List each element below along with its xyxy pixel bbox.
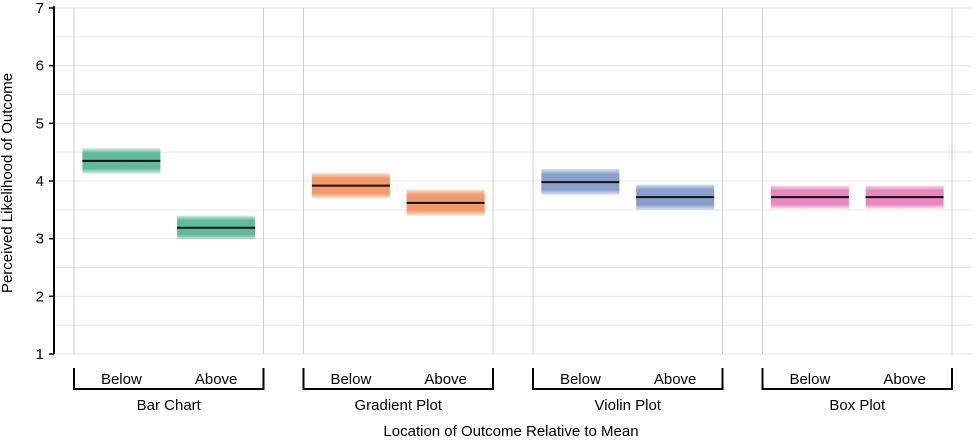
x-tick-label: Above — [424, 371, 467, 388]
axis-layer: 1 2 3 4 5 6 7 — [36, 0, 55, 363]
y-tick-label: 3 — [36, 231, 44, 248]
x-tick-label: Below — [101, 371, 142, 388]
group-label: Gradient Plot — [354, 397, 442, 414]
group-label: Box Plot — [829, 397, 886, 414]
x-tick-label: Below — [330, 371, 371, 388]
x-tick-label: Above — [654, 371, 697, 388]
x-tick-label: Above — [195, 371, 238, 388]
y-tick-label: 4 — [36, 173, 44, 190]
data-layer — [82, 148, 944, 240]
grid-layer — [54, 7, 972, 355]
group-bracket — [532, 368, 724, 390]
y-tick-label: 7 — [36, 0, 44, 17]
y-tick-label: 6 — [36, 58, 44, 75]
x-tick-label: Below — [789, 371, 830, 388]
group-label: Violin Plot — [595, 397, 662, 414]
group-bracket — [761, 368, 953, 390]
group-bracket — [302, 368, 494, 390]
y-axis-title: Perceived Likelihood of Outcome — [0, 73, 16, 293]
x-tick-label: Below — [560, 371, 601, 388]
y-tick-label: 1 — [36, 346, 44, 363]
group-label: Bar Chart — [137, 397, 202, 414]
x-tick-label: Above — [883, 371, 926, 388]
x-axis-layer: Below Above Bar Chart Below Above Gradient Pl… — [73, 368, 953, 414]
y-tick-label: 5 — [36, 115, 44, 132]
group-bracket — [73, 368, 265, 390]
y-tick-label: 2 — [36, 288, 44, 305]
x-axis-title: Location of Outcome Relative to Mean — [383, 423, 638, 440]
